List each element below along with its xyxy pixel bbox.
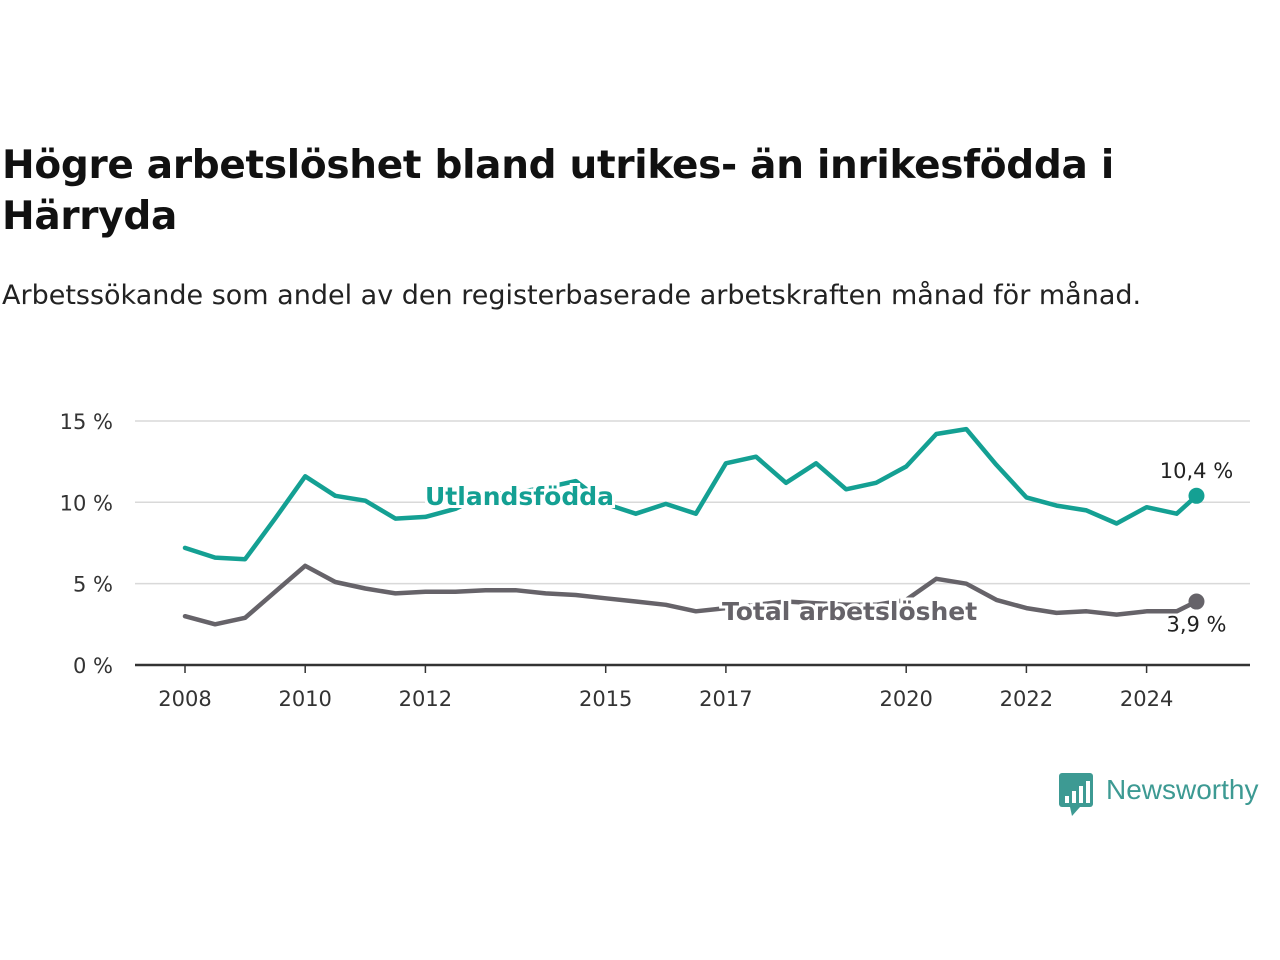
x-tick-label: 2017 bbox=[699, 687, 752, 711]
x-tick-label: 2015 bbox=[579, 687, 632, 711]
series-name-label: Total arbetslöshet bbox=[722, 597, 977, 626]
series-end-dot bbox=[1188, 487, 1205, 504]
series-line-1 bbox=[182, 563, 1199, 627]
y-tick-label: 15 % bbox=[60, 410, 113, 434]
x-tick-label: 2012 bbox=[399, 687, 452, 711]
x-tick-label: 2024 bbox=[1120, 687, 1173, 711]
newsworthy-logo-icon bbox=[1059, 773, 1093, 816]
series-end-dot bbox=[1188, 593, 1205, 610]
series-layer bbox=[182, 426, 1205, 627]
line-chart: 0 % 5 % 10 % 15 % 2008 2010 2012 2015 2017 2020 20… bbox=[60, 410, 1250, 711]
series-end-label: 3,9 % bbox=[1166, 613, 1226, 637]
y-tick-label: 0 % bbox=[73, 654, 113, 678]
y-tick-label: 10 % bbox=[60, 491, 113, 515]
axis-layer: 0 % 5 % 10 % 15 % 2008 2010 2012 2015 2017 2020 20… bbox=[60, 410, 1250, 711]
series-line-0 bbox=[182, 426, 1199, 562]
x-tick-label: 2010 bbox=[278, 687, 331, 711]
chart-subtitle: Arbetssökande som andel av den registerb… bbox=[2, 280, 1142, 311]
newsworthy-logo: Newsworthy bbox=[1058, 772, 1278, 820]
series-end-label: 10,4 % bbox=[1160, 459, 1233, 483]
label-layer: 10,4 % 3,9 % Utlandsfödda Total arbetslöshe… bbox=[422, 459, 1233, 637]
series-name-label: Utlandsfödda bbox=[425, 482, 614, 511]
newsworthy-logo-text: Newsworthy bbox=[1106, 774, 1259, 805]
x-tick-label: 2022 bbox=[1000, 687, 1053, 711]
y-tick-label: 5 % bbox=[73, 573, 113, 597]
x-tick-label: 2008 bbox=[158, 687, 211, 711]
chart-title: Högre arbetslöshet bland utrikes- än inr… bbox=[2, 143, 1114, 239]
grid-layer bbox=[135, 420, 1250, 585]
x-tick-label: 2020 bbox=[879, 687, 932, 711]
